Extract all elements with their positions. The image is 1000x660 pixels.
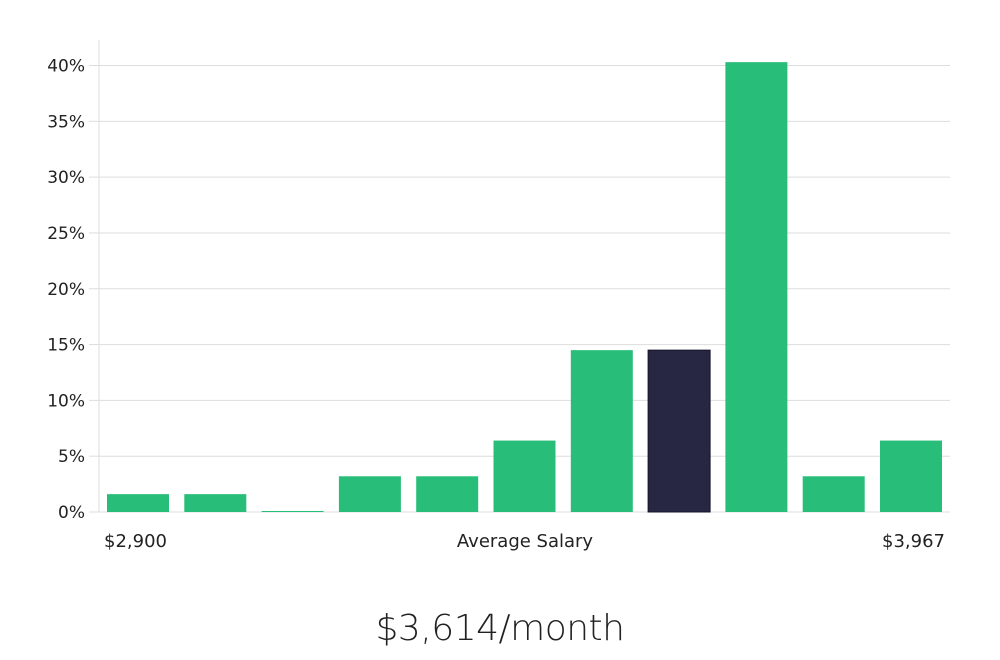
x-max-label: $3,967: [882, 531, 945, 552]
y-tick-label: 5%: [58, 447, 85, 467]
bar: [261, 511, 324, 512]
y-tick-label: 25%: [47, 224, 85, 244]
bar: [493, 440, 556, 512]
average-salary-caption: $3,614/month: [375, 608, 625, 649]
y-tick-labels: 0% 5% 10% 15% 20% 25% 30% 35% 40%: [47, 57, 99, 523]
y-tick-label: 40%: [47, 57, 85, 77]
bar: [338, 476, 401, 512]
x-min-label: $2,900: [104, 531, 167, 552]
x-axis-label: Average Salary: [457, 531, 594, 552]
y-tick-label: 15%: [47, 336, 85, 356]
y-tick-label: 30%: [47, 168, 85, 188]
salary-distribution-chart: 0% 5% 10% 15% 20% 25% 30% 35% 40% $2,900 Average…: [47, 40, 950, 552]
y-tick-label: 20%: [47, 280, 85, 300]
bar: [725, 62, 788, 513]
bars: [107, 62, 942, 513]
y-tick-label: 10%: [47, 391, 85, 411]
bar: [802, 476, 865, 512]
bar: [880, 440, 942, 512]
bar: [416, 476, 479, 512]
bar: [184, 494, 247, 512]
y-tick-label: 0%: [58, 503, 85, 523]
y-tick-label: 35%: [47, 112, 85, 132]
highlighted-bar: [647, 349, 711, 513]
bar: [570, 350, 633, 512]
bar: [107, 494, 169, 512]
